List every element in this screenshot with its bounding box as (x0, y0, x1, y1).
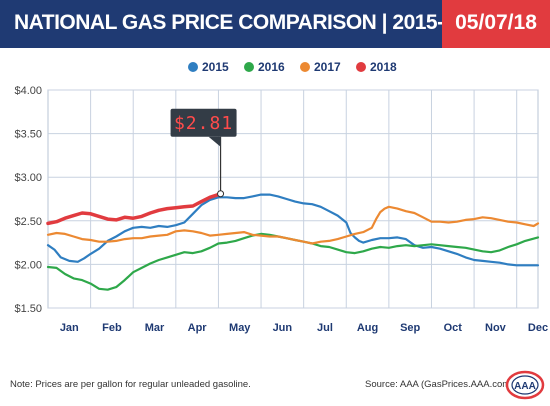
legend-item-2016: 2016 (244, 60, 285, 74)
legend-swatch (244, 62, 254, 72)
x-tick-label: Sep (400, 322, 420, 334)
callout-point (217, 190, 225, 198)
legend-swatch (300, 62, 310, 72)
x-tick-label: Dec (528, 322, 548, 334)
x-tick-label: Feb (102, 322, 122, 334)
legend-swatch (356, 62, 366, 72)
x-tick-label: Mar (145, 322, 165, 334)
callout-pointer (208, 136, 221, 147)
plot-area (47, 89, 539, 309)
legend-label: 2016 (258, 60, 285, 74)
source-credit: Source: AAA (GasPrices.AAA.com) (365, 379, 514, 390)
legend-item-2018: 2018 (356, 60, 397, 74)
chart-title: NATIONAL GAS PRICE COMPARISON | 2015-201… (14, 11, 489, 34)
x-tick-label: Aug (357, 322, 378, 334)
date-badge: 05/07/18 (442, 0, 550, 48)
legend-item-2017: 2017 (300, 60, 341, 74)
callout-label: $2.81 (174, 113, 233, 134)
date-label: 05/07/18 (455, 11, 537, 34)
series-line-2018 (46, 192, 223, 226)
y-tick-label: $3.00 (14, 172, 42, 184)
y-tick-label: $4.00 (14, 85, 42, 97)
legend-swatch (188, 62, 198, 72)
header-bar: NATIONAL GAS PRICE COMPARISON | 2015-201… (0, 0, 550, 48)
x-tick-label: Apr (188, 322, 208, 334)
y-tick-label: $2.00 (14, 259, 42, 271)
legend-label: 2015 (202, 60, 229, 74)
legend-label: 2017 (314, 60, 341, 74)
x-tick-label: Nov (485, 322, 507, 334)
x-tick-label: Oct (444, 322, 463, 334)
y-tick-label: $1.50 (14, 303, 42, 315)
y-tick-label: $2.50 (14, 216, 42, 228)
legend-label: 2018 (370, 60, 397, 74)
footnote: Note: Prices are per gallon for regular … (10, 379, 251, 390)
series-line-2017 (46, 205, 540, 245)
x-tick-label: Jul (317, 322, 333, 334)
aaa-logo: AAA (505, 370, 545, 400)
logo-text: AAA (514, 381, 536, 392)
y-tick-label: $3.50 (14, 129, 42, 141)
callout-box (170, 108, 237, 137)
x-tick-label: May (229, 322, 251, 334)
line-chart: $1.50 $2.00 $2.50 $3.00 $3.50 $4.00 Jan Feb Mar A… (14, 85, 548, 334)
legend-item-2015: 2015 (188, 60, 229, 74)
x-tick-label: Jan (60, 322, 79, 334)
x-tick-label: Jun (273, 322, 293, 334)
series-line-2015 (46, 193, 540, 267)
